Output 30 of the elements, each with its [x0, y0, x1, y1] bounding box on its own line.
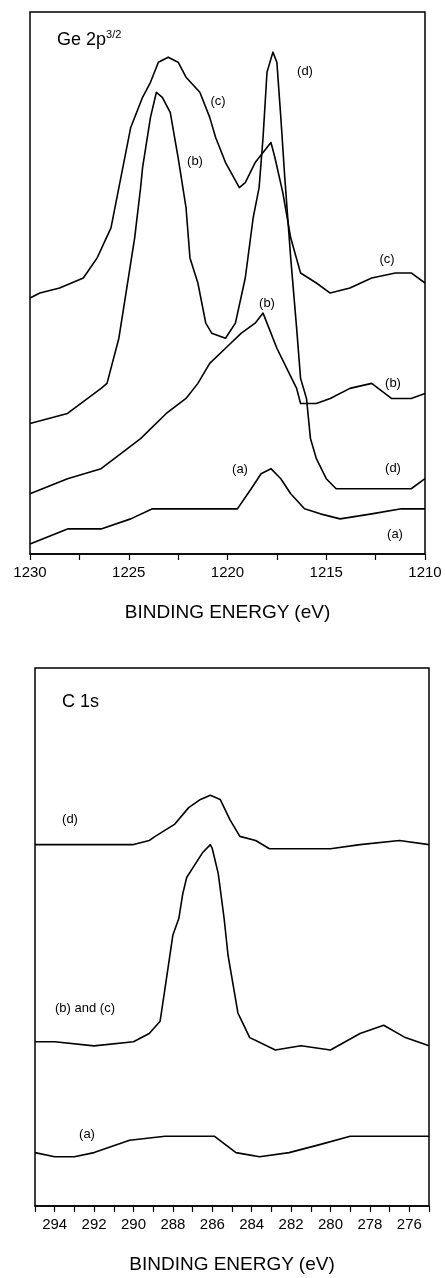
x-tick-label: 282: [278, 1215, 304, 1232]
x-tick-label: 292: [81, 1215, 107, 1232]
annotation: (b): [259, 294, 275, 310]
x-tick-label: 278: [357, 1215, 383, 1232]
annotation: (c): [210, 92, 226, 108]
annotation: (c): [379, 250, 395, 266]
text: C 1s: [62, 691, 100, 711]
annotation: (a): [232, 460, 248, 476]
annotation: (d): [385, 459, 401, 475]
annotation: (b): [385, 374, 401, 390]
annotation: (d): [297, 62, 313, 78]
x-tick-label: 1225: [112, 563, 146, 580]
annotation: (b) and (c): [55, 999, 115, 1015]
annotation: (a): [79, 1125, 95, 1141]
x-axis-title: BINDING ENERGY (eV): [129, 1253, 335, 1274]
x-tick-label: 286: [199, 1215, 225, 1232]
x-tick-label: 288: [160, 1215, 186, 1232]
x-tick-label: 284: [239, 1215, 265, 1232]
x-tick-label: 1210: [408, 563, 442, 580]
x-tick-label: 1230: [13, 563, 47, 580]
x-tick-label: 290: [120, 1215, 147, 1232]
x-tick-label: 280: [317, 1215, 344, 1232]
x-tick-label: 294: [42, 1215, 68, 1232]
x-tick-label: 276: [396, 1215, 422, 1232]
annotation: (b): [187, 152, 203, 168]
x-tick-label: 1215: [309, 563, 343, 580]
annotation: (d): [62, 810, 78, 826]
x-axis-title: BINDING ENERGY (eV): [124, 601, 331, 622]
x-tick-label: 1220: [210, 563, 245, 580]
annotation: (a): [387, 525, 403, 541]
